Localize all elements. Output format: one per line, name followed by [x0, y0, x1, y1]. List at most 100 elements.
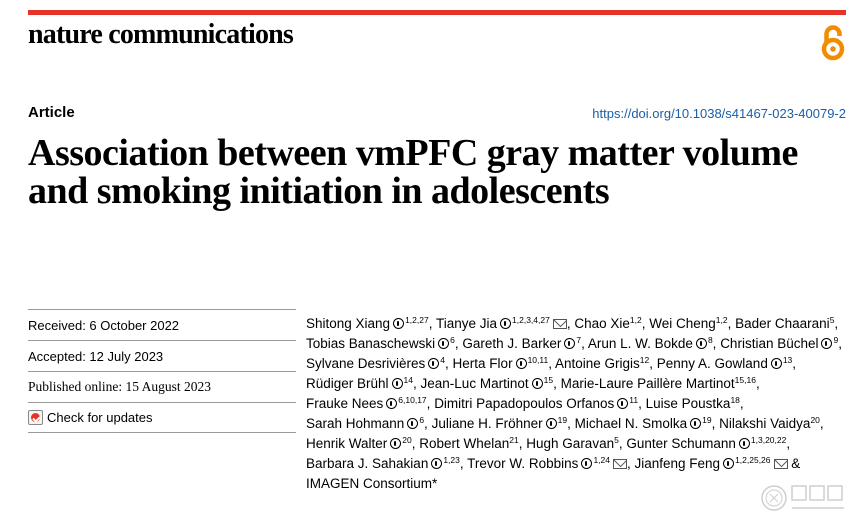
- author[interactable]: Rüdiger Brühl 14: [306, 376, 413, 391]
- author[interactable]: Nilakshi Vaidya20: [719, 416, 820, 431]
- author-name: Marie-Laure Paillère Martinot: [560, 376, 735, 391]
- orcid-icon[interactable]: [428, 358, 440, 369]
- author[interactable]: Hugh Garavan5: [526, 436, 619, 451]
- mail-icon[interactable]: [612, 459, 627, 469]
- author[interactable]: Sylvane Desrivières 4: [306, 356, 445, 371]
- orcid-icon[interactable]: [386, 398, 398, 409]
- university-seal-watermark: [761, 485, 844, 511]
- affiliation-numbers: 15: [543, 375, 554, 385]
- affiliation-numbers: 21: [509, 435, 519, 445]
- check-updates-link[interactable]: Check for updates: [47, 410, 153, 425]
- orcid-icon[interactable]: [617, 398, 629, 409]
- orcid-icon[interactable]: [723, 458, 735, 469]
- author[interactable]: Robert Whelan21: [419, 436, 519, 451]
- orcid-icon[interactable]: [438, 338, 450, 349]
- affiliation-numbers: 11: [629, 395, 639, 405]
- author[interactable]: Penny A. Gowland 13: [657, 356, 793, 371]
- author[interactable]: Bader Chaarani5: [735, 316, 834, 331]
- author[interactable]: Arun L. W. Bokde 8: [588, 336, 713, 351]
- orcid-icon[interactable]: [391, 378, 403, 389]
- author[interactable]: Shitong Xiang 1,2,27: [306, 316, 429, 331]
- orcid-icon[interactable]: [500, 318, 512, 329]
- affiliation-numbers: 13: [782, 355, 793, 365]
- affiliation-numbers: 12: [639, 355, 650, 365]
- orcid-icon[interactable]: [515, 358, 527, 369]
- author-list: Shitong Xiang 1,2,27, Tianye Jia 1,2,3,4,2…: [306, 315, 842, 491]
- affiliation-numbers: 6,10,17: [398, 395, 427, 405]
- author[interactable]: Gunter Schumann 1,3,20,22: [626, 436, 786, 451]
- article-type: Article: [28, 104, 75, 121]
- orcid-icon[interactable]: [695, 338, 707, 349]
- article-title: Association between vmPFC gray matter vo…: [28, 132, 798, 212]
- author[interactable]: Tobias Banaschewski 6: [306, 336, 455, 351]
- author[interactable]: Juliane H. Fröhner 19: [432, 416, 568, 431]
- affiliation-numbers: 1,24: [593, 455, 610, 465]
- orcid-icon[interactable]: [770, 358, 782, 369]
- author-name: Frauke Nees: [306, 396, 384, 411]
- affiliation-numbers: 5: [829, 315, 835, 325]
- orcid-icon[interactable]: [531, 378, 543, 389]
- doi-link[interactable]: https://doi.org/10.1038/s41467-023-40079…: [592, 106, 846, 121]
- author[interactable]: IMAGEN Consortium*: [306, 476, 437, 491]
- publication-dates: Received: 6 October 2022 Accepted: 12 Ju…: [28, 309, 296, 433]
- author-name: Hugh Garavan: [526, 436, 615, 451]
- author[interactable]: Antoine Grigis12: [555, 356, 649, 371]
- author[interactable]: Wei Cheng1,2: [649, 316, 727, 331]
- author[interactable]: Dimitri Papadopoulos Orfanos 11: [434, 396, 638, 411]
- author[interactable]: Jianfeng Feng 1,2,25,26: [635, 456, 788, 471]
- orcid-icon[interactable]: [690, 418, 702, 429]
- affiliation-numbers: 10,11: [527, 355, 549, 365]
- orcid-icon[interactable]: [564, 338, 576, 349]
- author[interactable]: Christian Büchel 9: [720, 336, 838, 351]
- affiliation-numbers: 18: [730, 395, 740, 405]
- author[interactable]: Marie-Laure Paillère Martinot15,16: [561, 376, 756, 391]
- author-name: Gareth J. Barker: [462, 336, 562, 351]
- author[interactable]: Barbara J. Sahakian 1,23: [306, 456, 460, 471]
- affiliation-numbers: 1,2,27: [405, 315, 429, 325]
- affiliation-numbers: 6: [419, 415, 425, 425]
- journal-name: nature communications: [28, 19, 294, 50]
- author-name: Barbara J. Sahakian: [306, 456, 429, 471]
- affiliation-numbers: 4: [440, 355, 446, 365]
- author[interactable]: Tianye Jia 1,2,3,4,27: [436, 316, 567, 331]
- author-name: Penny A. Gowland: [656, 356, 768, 371]
- check-updates-row[interactable]: Check for updates: [28, 402, 296, 433]
- orcid-icon[interactable]: [407, 418, 419, 429]
- orcid-icon[interactable]: [545, 418, 557, 429]
- author[interactable]: Gareth J. Barker 7: [462, 336, 581, 351]
- orcid-icon[interactable]: [390, 438, 402, 449]
- author[interactable]: Sarah Hohmann 6: [306, 416, 424, 431]
- author[interactable]: Chao Xie1,2: [574, 316, 641, 331]
- author-name: Nilakshi Vaidya: [719, 416, 811, 431]
- author-name: Juliane H. Fröhner: [431, 416, 543, 431]
- orcid-icon[interactable]: [738, 438, 750, 449]
- top-color-bar: [28, 10, 846, 15]
- author[interactable]: Trevor W. Robbins 1,24: [467, 456, 627, 471]
- orcid-icon[interactable]: [821, 338, 833, 349]
- author-name: Robert Whelan: [419, 436, 510, 451]
- affiliation-numbers: 1,2: [715, 315, 728, 325]
- author-name: Rüdiger Brühl: [306, 376, 389, 391]
- author-name: Henrik Walter: [306, 436, 388, 451]
- orcid-icon[interactable]: [581, 458, 593, 469]
- author[interactable]: Henrik Walter 20: [306, 436, 412, 451]
- author[interactable]: Michael N. Smolka 19: [575, 416, 712, 431]
- affiliation-numbers: 1,2,3,4,27: [512, 315, 550, 325]
- author-name: Christian Büchel: [720, 336, 819, 351]
- author[interactable]: Herta Flor 10,11: [453, 356, 549, 371]
- affiliation-numbers: 8: [707, 335, 713, 345]
- mail-icon[interactable]: [552, 319, 567, 329]
- published-date: Published online: 15 August 2023: [28, 371, 296, 402]
- author-name: Jianfeng Feng: [634, 456, 721, 471]
- mail-icon[interactable]: [773, 459, 788, 469]
- author[interactable]: Frauke Nees 6,10,17: [306, 396, 427, 411]
- author[interactable]: Luise Poustka18: [646, 396, 740, 411]
- orcid-icon[interactable]: [393, 318, 405, 329]
- author-name: Herta Flor: [452, 356, 513, 371]
- author-name: Sarah Hohmann: [306, 416, 405, 431]
- affiliation-numbers: 7: [576, 335, 582, 345]
- affiliation-numbers: 1,3,20,22: [750, 435, 787, 445]
- author-name: IMAGEN Consortium*: [306, 476, 438, 491]
- author[interactable]: Jean-Luc Martinot 15: [421, 376, 554, 391]
- orcid-icon[interactable]: [431, 458, 443, 469]
